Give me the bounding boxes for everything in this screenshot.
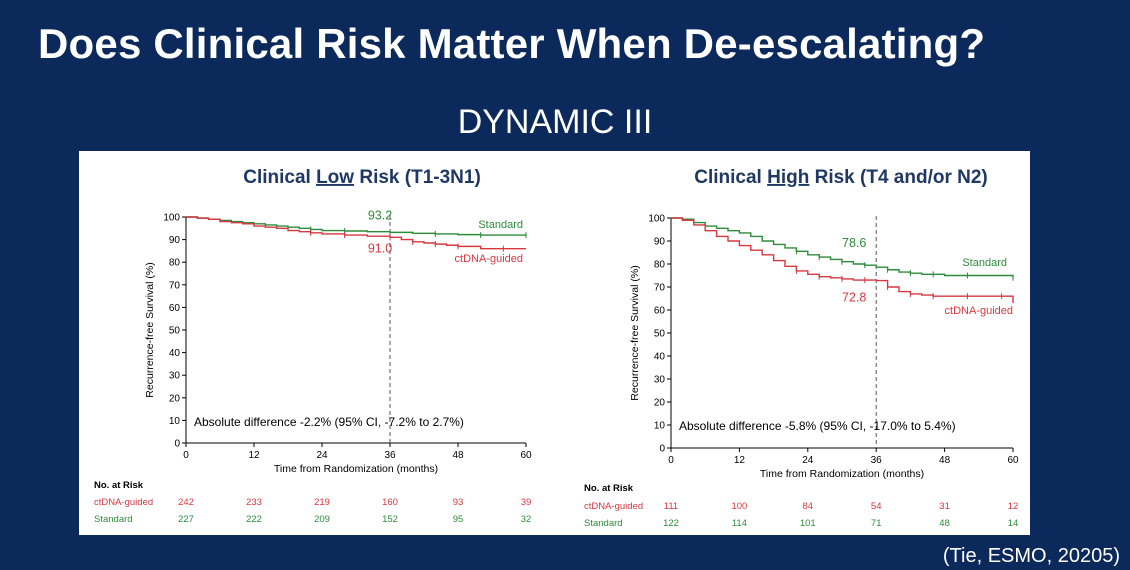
chart1-y-tick-label: 0 [174,439,180,450]
chart2-x-axis-label: Time from Randomization (months) [760,468,924,480]
chart2-title-title-suffix: Risk (T4 and/or N2) [809,167,987,188]
chart2-x-tick-label: 12 [734,455,746,466]
chart1-x-tick-label: 36 [384,450,396,461]
chart1-series-standard [186,216,526,236]
chart2-y-tick-label: 50 [654,329,666,340]
chart1-y-tick-label: 10 [169,416,181,427]
chart2-risk-cell: 101 [800,518,816,529]
chart2-y-tick-label: 0 [659,444,665,455]
chart2-title-title-emph: High [767,167,809,188]
chart2-legend-standard: Standard [962,257,1007,269]
chart2-risk-cell: 71 [871,518,882,529]
chart1-value-label-standard: 93.2 [368,208,392,222]
chart1-risk-table-header: No. at Risk [94,480,144,491]
chart1-risk-cell: 32 [521,514,532,525]
chart1-x-tick-label: 0 [183,450,189,461]
chart2-y-tick-label: 90 [654,237,666,248]
chart2-risk-cell: 48 [939,518,950,529]
chart1-y-tick-label: 90 [169,235,181,246]
chart1-x-tick-label: 24 [316,450,328,461]
chart2-x-tick-label: 24 [802,455,814,466]
chart1-risk-cell: 93 [453,497,464,508]
chart2-risk-cell: 12 [1008,501,1019,512]
chart1-x-tick-label: 12 [248,450,260,461]
chart1-y-tick-label: 20 [169,393,181,404]
chart1-title-title-emph: Low [316,167,354,188]
chart1-y-tick-label: 40 [169,348,181,359]
chart1-legend-ctdna-guided: ctDNA-guided [455,253,523,265]
chart1-title: Clinical Low Risk (T1-3N1) [243,167,481,188]
chart2-risk-cell: 31 [939,501,950,512]
chart2-risk-cell: 84 [803,501,814,512]
chart2-value-label-standard: 78.6 [842,236,866,250]
chart2-y-axis-label: Recurrence-free Survival (%) [629,265,641,400]
chart2-y-tick-label: 60 [654,306,666,317]
chart2-x-tick-label: 0 [668,455,674,466]
chart2-value-label-ctdna-guided: 72.8 [842,291,866,305]
chart1-y-tick-label: 60 [169,303,181,314]
chart2-risk-cell: 111 [664,501,678,512]
chart1-x-tick-label: 48 [452,450,464,461]
chart2-x-tick-label: 48 [939,455,951,466]
chart2-risk-cell: 100 [731,501,747,512]
chart2-y-tick-label: 80 [654,260,666,271]
chart2-y-tick-label: 70 [654,283,666,294]
chart2-risk-cell: 114 [732,518,747,529]
chart2-annotation: Absolute difference -5.8% (95% CI, -17.0… [679,419,956,433]
chart1-risk-cell: 219 [314,497,330,508]
chart1-risk-cell: 39 [521,497,532,508]
chart1-risk-cell: 95 [453,514,464,525]
chart1-value-label-ctdna-guided: 91.0 [368,241,392,255]
chart2-y-tick-label: 100 [648,214,665,225]
chart2-risk-cell: 54 [871,501,882,512]
chart1-x-axis-label: Time from Randomization (months) [274,463,438,475]
chart2-y-tick-label: 40 [654,352,666,363]
chart1-risk-cell: 227 [178,514,194,525]
chart1-x-tick-label: 60 [520,450,532,461]
chart2-risk-table-header: No. at Risk [584,483,634,494]
chart1-series-ctdna-guided [186,216,526,250]
chart1-y-tick-label: 50 [169,326,181,337]
chart1-risk-cell: 222 [246,514,262,525]
slide-title: Does Clinical Risk Matter When De-escala… [38,20,986,67]
chart1-y-tick-label: 80 [169,258,181,269]
km-figure: Clinical Low Risk (T1-3N1) 0 10 20 30 40 50 60 7… [94,167,1019,529]
chart1-y-tick-label: 30 [169,371,181,382]
chart1-y-tick-label: 100 [163,213,180,224]
chart1-legend-standard: Standard [478,219,523,231]
chart1-risk-cell: 160 [382,497,398,508]
chart2-title-title-prefix: Clinical [694,167,767,188]
chart2-title: Clinical High Risk (T4 and/or N2) [694,167,988,188]
citation: (Tie, ESMO, 20205) [942,545,1120,567]
chart1-risk-row-name: Standard [94,514,133,525]
chart2-y-tick-label: 30 [654,375,666,386]
chart2-risk-row-name: Standard [584,518,623,529]
chart2-y-tick-label: 10 [654,421,666,432]
chart2-risk-cell: 122 [663,518,679,529]
chart1-risk-row-name: ctDNA-guided [94,497,153,508]
figure-panel: Clinical Low Risk (T1-3N1) 0 10 20 30 40 50 60 7… [79,151,1030,535]
chart1-risk-cell: 233 [246,497,262,508]
chart1-risk-cell: 242 [178,497,194,508]
chart2-y-tick-label: 20 [654,398,666,409]
chart2-risk-cell: 14 [1008,518,1019,529]
chart1-annotation: Absolute difference -2.2% (95% CI, -7.2%… [194,415,464,429]
chart1-risk-cell: 152 [382,514,398,525]
chart1-risk-cell: 209 [314,514,330,525]
chart1-title-title-prefix: Clinical [243,167,316,188]
slide-subtitle: DYNAMIC III [457,103,653,141]
chart2-x-tick-label: 60 [1007,455,1019,466]
chart1-title-title-suffix: Risk (T1-3N1) [354,167,481,188]
chart1-y-tick-label: 70 [169,280,181,291]
chart2-x-tick-label: 36 [871,455,883,466]
chart2-legend-ctdna-guided: ctDNA-guided [945,305,1013,317]
chart1-y-axis-label: Recurrence-free Survival (%) [144,262,156,397]
chart2-risk-row-name: ctDNA-guided [584,501,643,512]
